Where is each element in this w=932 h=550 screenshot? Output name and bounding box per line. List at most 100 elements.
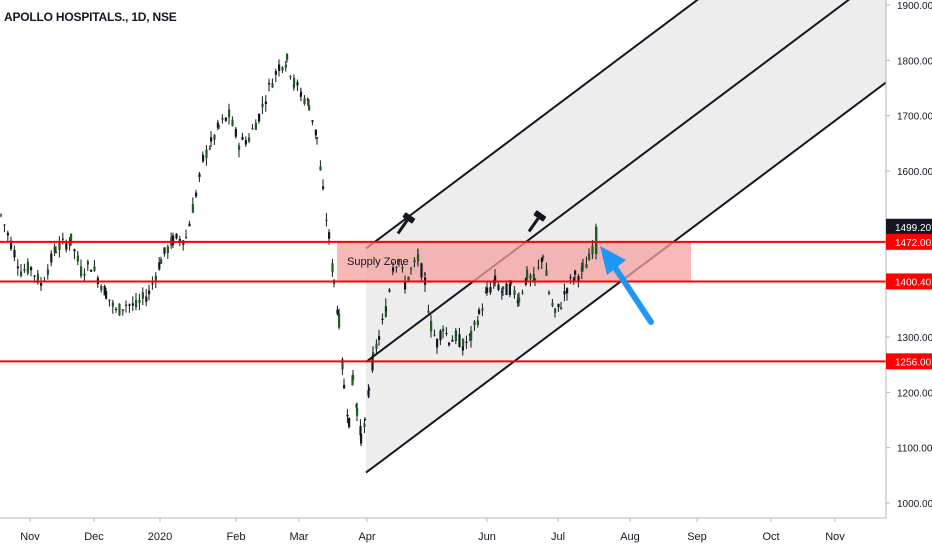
candle-body	[451, 339, 454, 342]
candle-body	[278, 64, 281, 71]
candle	[154, 272, 157, 289]
candle	[248, 133, 251, 144]
candle-body	[244, 140, 247, 145]
candle-body	[439, 330, 442, 341]
x-tick-label: Jun	[478, 531, 496, 543]
candle	[303, 95, 306, 106]
candle-body	[30, 267, 33, 271]
candle-body	[125, 304, 128, 306]
candle-body	[489, 287, 492, 293]
candle-body	[476, 320, 479, 326]
candle-body	[478, 309, 481, 314]
candle-body	[497, 284, 500, 290]
candle-body	[68, 242, 71, 246]
candle-body	[138, 300, 141, 303]
candle	[26, 258, 29, 276]
candle	[407, 276, 410, 282]
candle	[163, 247, 166, 257]
supply-zone	[337, 241, 691, 282]
candle	[478, 307, 481, 316]
candle	[111, 299, 114, 314]
candle-body	[516, 299, 519, 304]
candle	[518, 292, 521, 307]
candle	[53, 243, 56, 257]
candle	[234, 126, 237, 139]
candle	[325, 212, 328, 227]
candle-body	[195, 192, 198, 197]
candle-body	[580, 266, 583, 272]
candle	[560, 301, 563, 310]
candle	[591, 239, 594, 260]
candle-body	[442, 328, 445, 332]
candle-body	[595, 226, 598, 254]
candle-body	[264, 101, 267, 105]
candle-body	[145, 296, 148, 302]
candle	[274, 68, 277, 83]
candle-body	[13, 249, 16, 258]
candle	[494, 269, 497, 287]
candle	[484, 286, 487, 294]
candle	[172, 232, 175, 249]
candle-body	[80, 266, 83, 276]
candle	[537, 259, 540, 271]
candle	[55, 246, 58, 254]
candle	[158, 256, 161, 271]
candle	[566, 287, 569, 301]
candle	[346, 408, 349, 424]
candle-body	[205, 149, 208, 159]
channel-upper-line	[365, 0, 699, 250]
candle	[465, 335, 468, 349]
candle-body	[76, 255, 79, 262]
candle-body	[458, 334, 461, 348]
candle	[308, 99, 311, 111]
candle	[385, 306, 388, 312]
hammer-icon	[527, 210, 547, 233]
candle	[185, 229, 188, 239]
candle-body	[238, 145, 241, 150]
candle-body	[468, 333, 471, 336]
candle	[331, 258, 334, 277]
candle	[261, 96, 264, 115]
candle-body	[316, 137, 319, 139]
candle-body	[306, 98, 309, 101]
candle-body	[572, 278, 575, 282]
candle	[398, 258, 401, 267]
candle-body	[410, 268, 413, 270]
candle-body	[86, 261, 89, 265]
candle-body	[61, 238, 64, 240]
candle	[224, 116, 227, 122]
candle-body	[93, 266, 96, 271]
candle	[395, 266, 398, 273]
candle	[392, 262, 395, 273]
candle-body	[36, 273, 39, 283]
candle-body	[577, 275, 580, 281]
candle	[526, 266, 529, 281]
candle	[436, 338, 439, 354]
candle	[23, 263, 26, 273]
arrow-head	[600, 246, 626, 275]
candle-body	[455, 331, 458, 335]
candle-body	[325, 219, 328, 222]
candle	[160, 256, 163, 265]
candle-body	[381, 318, 384, 321]
candle	[458, 327, 461, 348]
candle	[540, 257, 543, 269]
candle-body	[574, 270, 577, 275]
candle-body	[348, 417, 351, 428]
candle-body	[591, 245, 594, 255]
candle-body	[484, 292, 487, 294]
hammer-head	[402, 212, 416, 224]
candle	[388, 287, 391, 293]
candle-body	[160, 259, 163, 264]
candle-body	[508, 283, 511, 295]
candle	[90, 269, 93, 272]
y-tick-label: 1100.00	[897, 444, 932, 455]
candle-body	[331, 263, 334, 273]
y-tick-label: 1000.00	[897, 499, 932, 510]
candle-body	[26, 261, 29, 274]
candle	[439, 329, 442, 346]
candle-body	[401, 267, 404, 269]
price-label: 1256.00	[895, 357, 932, 368]
candle	[138, 293, 141, 311]
